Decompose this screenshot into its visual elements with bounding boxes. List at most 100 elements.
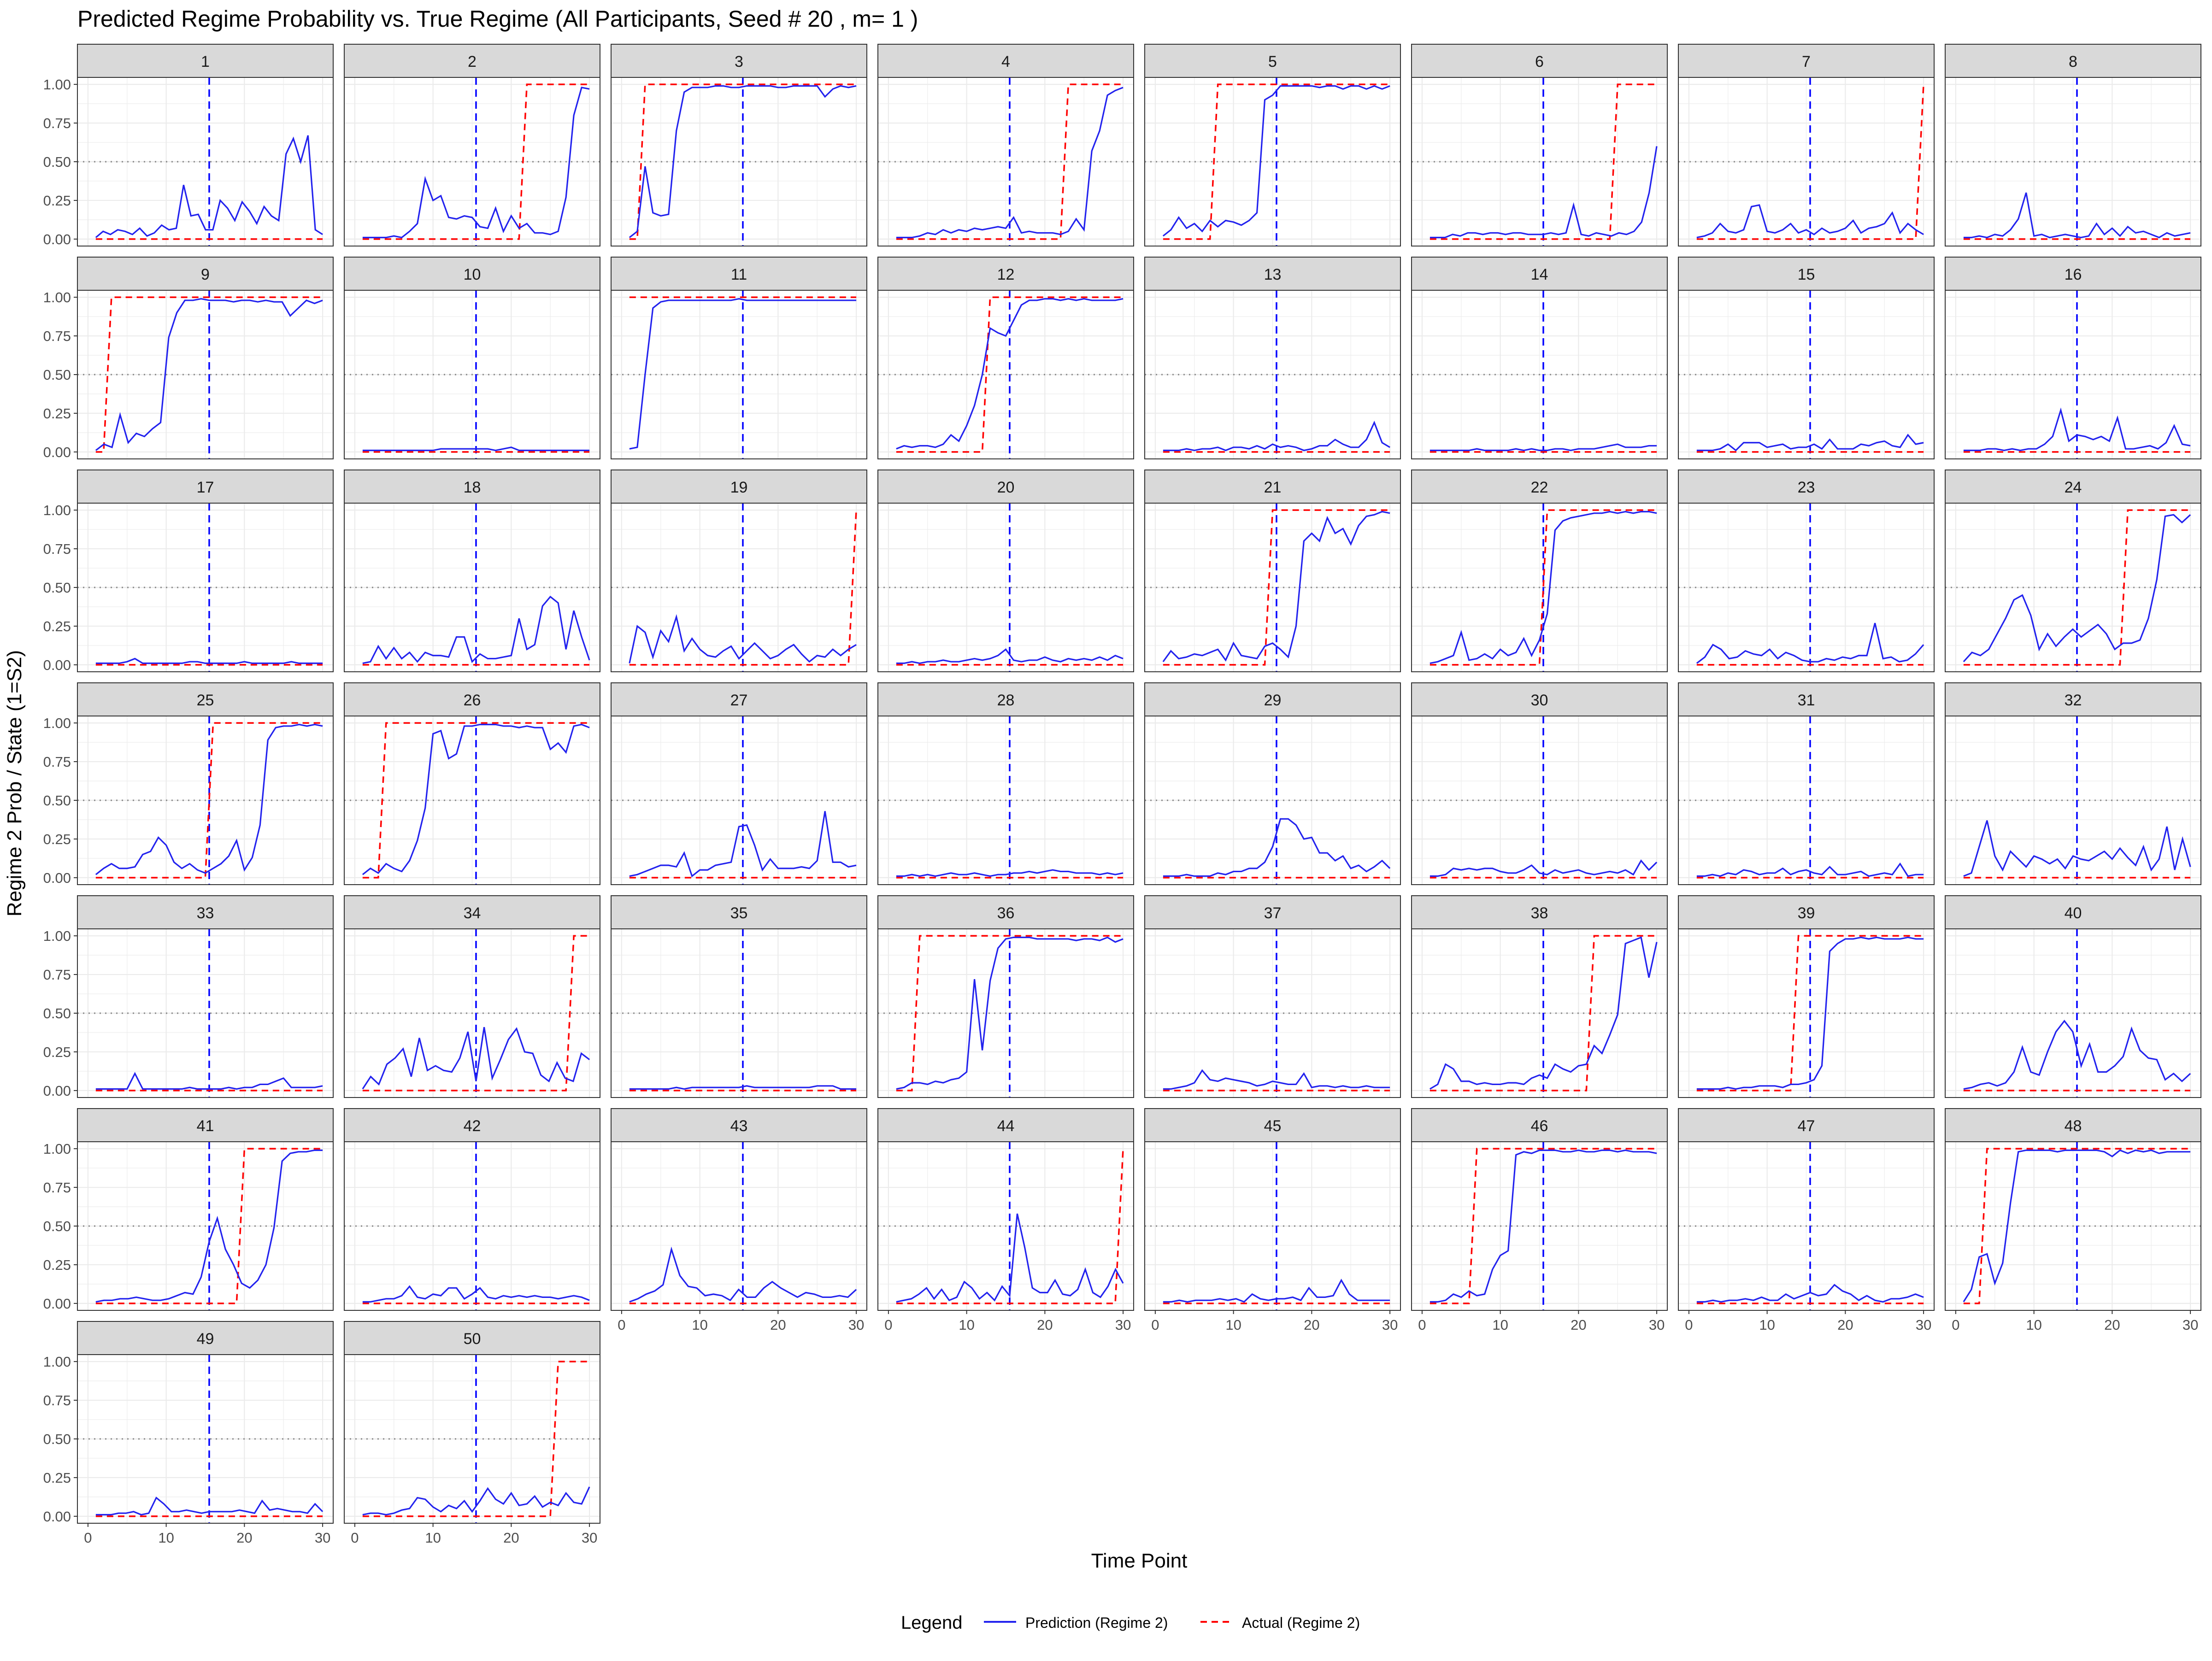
facet-strip [344, 44, 600, 78]
prediction-line [629, 1085, 857, 1090]
facet-strip [1945, 257, 2201, 291]
actual-regime-line [362, 935, 590, 1092]
facet-panel-27: 27 [611, 682, 867, 885]
facet-panel-30: 30 [1411, 682, 1668, 885]
facet-strip [77, 257, 334, 291]
panel-border [344, 503, 600, 672]
actual-regime-line [362, 1361, 590, 1517]
facet-strip [1411, 1108, 1668, 1142]
facet-label: 23 [1798, 479, 1815, 496]
x-tick-label: 20 [2104, 1317, 2120, 1333]
facet-panel-15: 15 [1678, 257, 1935, 459]
facet-strip [877, 1108, 1134, 1142]
y-tick-label: 0.75 [43, 541, 71, 557]
facet-panel-25: 25 0.00 0.25 0.50 0.75 1.00 [43, 682, 334, 886]
x-tick-label: 20 [236, 1530, 252, 1546]
facet-label: 47 [1798, 1117, 1815, 1135]
panel-border [1144, 290, 1401, 459]
y-tick-label: 0.50 [43, 367, 71, 383]
y-tick-label: 0.75 [43, 328, 71, 344]
x-tick-label: 0 [1151, 1317, 1159, 1333]
prediction-line [95, 1149, 323, 1303]
y-tick-label: 0.00 [43, 870, 71, 886]
facet-panel-50: 50 0 10 20 30 [344, 1321, 600, 1546]
facet-strip [77, 44, 334, 78]
facet-label: 7 [1802, 53, 1811, 70]
x-tick-label: 10 [959, 1317, 974, 1333]
gridlines [878, 716, 1134, 885]
facet-panel-41: 41 0.00 0.25 0.50 0.75 1.00 [43, 1108, 334, 1312]
panel-border [1678, 716, 1935, 885]
gridlines [344, 290, 600, 459]
facet-panel-49: 49 0.00 0.25 0.50 0.75 1.00 0 10 20 30 [43, 1321, 334, 1546]
gridlines [1678, 77, 1934, 246]
facet-label: 22 [1531, 479, 1548, 496]
x-tick-label: 20 [1304, 1317, 1319, 1333]
facet-label: 32 [2065, 692, 2082, 709]
actual-regime-line [95, 722, 323, 879]
prediction-line [1430, 1149, 1657, 1303]
facet-panel-45: 45 0 10 20 30 [1144, 1108, 1401, 1333]
facet-strip [611, 470, 867, 504]
legend: Legend Prediction (Regime 2) Actual (Reg… [901, 1613, 1360, 1633]
panel-border [611, 928, 867, 1098]
facet-label: 3 [735, 53, 743, 70]
y-tick-label: 0.00 [43, 1296, 71, 1312]
prediction-line [95, 135, 323, 238]
facet-panel-12: 12 [877, 257, 1134, 459]
facet-strip [1678, 895, 1935, 929]
gridlines [77, 503, 333, 672]
facet-label: 20 [997, 479, 1015, 496]
facet-strip [1945, 1108, 2201, 1142]
facet-label: 18 [464, 479, 481, 496]
facet-label: 38 [1531, 904, 1548, 922]
facet-label: 40 [2065, 904, 2082, 922]
prediction-line [1963, 820, 2191, 877]
prediction-line [1696, 862, 1924, 877]
y-tick-label: 1.00 [43, 76, 71, 93]
facet-panel-32: 32 [1945, 682, 2201, 885]
actual-regime-line [896, 296, 1124, 453]
prediction-line [95, 657, 323, 664]
actual-regime-line [1696, 935, 1924, 1092]
prediction-line [362, 1027, 590, 1090]
facet-strip [611, 895, 867, 929]
facet-label: 25 [197, 692, 214, 709]
panel-border [344, 1141, 600, 1311]
panel-border [877, 716, 1134, 885]
panel-border [1945, 290, 2201, 459]
y-axis-title: Regime 2 Prob / State (1=S2) [3, 650, 26, 916]
x-tick-label: 20 [503, 1530, 519, 1546]
gridlines [878, 77, 1134, 246]
facet-label: 33 [197, 904, 214, 922]
prediction-line [896, 298, 1124, 450]
actual-regime-line [1163, 83, 1390, 240]
facet-panel-26: 26 [344, 682, 600, 885]
prediction-line [896, 936, 1124, 1090]
y-tick-label: 0.75 [43, 115, 71, 131]
facet-label: 11 [731, 266, 747, 283]
y-tick-label: 1.00 [43, 1141, 71, 1157]
facet-label: 43 [730, 1117, 748, 1135]
facet-panel-23: 23 [1678, 470, 1935, 672]
prediction-line [1696, 1284, 1924, 1303]
legend-actual-label: Actual (Regime 2) [1242, 1614, 1360, 1631]
panel-border [1411, 716, 1668, 885]
y-tick-label: 0.25 [43, 1470, 71, 1486]
prediction-line [1696, 936, 1924, 1090]
prediction-line [362, 86, 590, 239]
facet-label: 21 [1264, 479, 1282, 496]
gridlines [878, 290, 1134, 459]
facet-panel-43: 43 0 10 20 30 [611, 1108, 867, 1333]
panel-border [1144, 928, 1401, 1098]
facet-label: 9 [201, 266, 210, 283]
y-tick-label: 0.25 [43, 405, 71, 422]
facet-panel-40: 40 [1945, 895, 2201, 1098]
panel-border [877, 1141, 1134, 1311]
facet-panel-44: 44 0 10 20 30 [877, 1108, 1134, 1333]
facet-panel-36: 36 [877, 895, 1134, 1098]
y-tick-label: 0.25 [43, 1257, 71, 1273]
facet-label: 45 [1264, 1117, 1282, 1135]
facet-label: 8 [2069, 53, 2077, 70]
facet-panel-38: 38 [1411, 895, 1668, 1098]
